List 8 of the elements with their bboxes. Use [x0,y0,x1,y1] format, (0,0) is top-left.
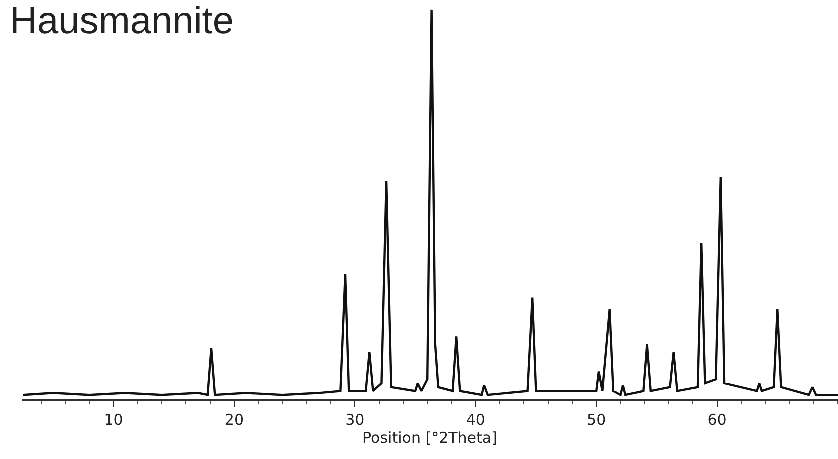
x-tick-label: 10 [104,410,124,429]
x-tick-label: 30 [346,410,365,429]
x-axis-title: Position [°2Theta] [362,428,498,447]
x-tick-label: 60 [708,410,727,429]
x-tick-label: 50 [587,410,606,429]
chart-title: Hausmannite [10,0,234,42]
x-tick-label: 20 [224,410,244,429]
x-tick-label: 40 [466,410,486,429]
